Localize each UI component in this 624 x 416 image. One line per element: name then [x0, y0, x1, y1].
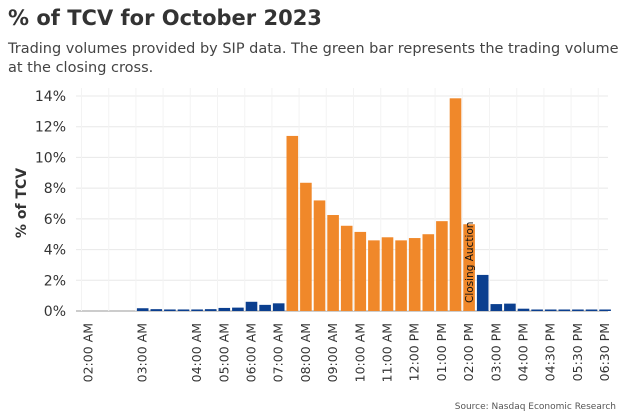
x-tick-label: 03:00 AM: [135, 323, 150, 382]
bar: [408, 238, 421, 311]
bar: [340, 225, 353, 311]
bar: [232, 307, 244, 311]
x-tick-label: 06:30 PM: [597, 323, 612, 381]
bar: [558, 309, 571, 311]
bar: [150, 309, 163, 311]
bar: [327, 215, 339, 311]
chart-subtitle: Trading volumes provided by SIP data. Th…: [8, 41, 619, 76]
bar: [259, 304, 271, 311]
y-tick-label: 0%: [44, 304, 66, 320]
bar: [272, 303, 285, 311]
y-tick-label: 12%: [35, 120, 66, 136]
bar: [204, 309, 217, 311]
bar: [422, 234, 435, 311]
bar: [395, 240, 407, 311]
bar: [476, 274, 489, 311]
x-tick-label: 06:00 AM: [244, 323, 259, 382]
bar: [517, 308, 530, 311]
x-tick-label: 09:00 AM: [325, 323, 340, 382]
gridlines: [76, 88, 608, 312]
x-tick-label: 05:30 PM: [570, 323, 585, 381]
x-tick-label: 05:00 AM: [216, 323, 231, 382]
y-tick-label: 4%: [44, 243, 66, 259]
bar: [245, 301, 258, 311]
bar: [286, 135, 299, 311]
x-tick-label: 02:00 PM: [461, 323, 476, 381]
y-tick-label: 10%: [35, 150, 66, 166]
x-tick-label: 04:00 AM: [189, 323, 204, 382]
bar: [544, 309, 557, 311]
bar: [531, 309, 543, 311]
bar: [218, 307, 231, 311]
source-note: Source: Nasdaq Economic Research: [454, 402, 616, 412]
closing-auction-annotation: Closing Auction: [464, 222, 476, 303]
y-tick-label: 2%: [44, 273, 66, 289]
bar: [585, 309, 598, 311]
bar: [354, 231, 367, 311]
bar: [164, 309, 176, 311]
bar: [449, 98, 462, 311]
y-tick-label: 14%: [35, 89, 66, 105]
bar: [381, 237, 394, 311]
x-tick-label: 04:30 PM: [543, 323, 558, 381]
bar: [177, 309, 190, 311]
bar: [504, 303, 516, 311]
bar: [572, 309, 584, 311]
chart-title: % of TCV for October 2023: [8, 6, 322, 30]
bar: [313, 200, 326, 311]
x-tick-label: 03:00 PM: [488, 323, 503, 381]
x-tick-label: 11:00 AM: [380, 323, 395, 382]
y-axis-label: % of TCV: [14, 168, 30, 238]
bar: [599, 309, 611, 311]
x-tick-label: 07:00 AM: [271, 323, 286, 382]
y-tick-label: 6%: [44, 212, 66, 228]
y-tick-label: 8%: [44, 181, 66, 197]
bar: [436, 221, 448, 311]
x-tick-label: 10:00 AM: [352, 323, 367, 382]
bar: [490, 304, 503, 311]
bar: [136, 308, 149, 311]
x-tick-label: 04:00 PM: [516, 323, 531, 381]
x-tick-label: 08:00 AM: [298, 323, 313, 382]
bar: [191, 309, 203, 311]
x-tick-label: 02:00 AM: [80, 323, 95, 382]
bar: [300, 182, 312, 311]
bar: [368, 240, 380, 311]
y-axis-ticks: 0% 2% 4% 6% 8% 10% 12% 14%: [35, 89, 66, 320]
x-axis-ticks: 02:00 AM 03:00 AM 04:00 AM 05:00 AM 06:00 AM…: [80, 323, 612, 382]
bar: [463, 224, 475, 311]
bars: Closing Auction: [136, 98, 611, 311]
x-tick-label: 01:00 PM: [434, 323, 449, 381]
x-tick-label: 12:00 PM: [407, 323, 422, 381]
